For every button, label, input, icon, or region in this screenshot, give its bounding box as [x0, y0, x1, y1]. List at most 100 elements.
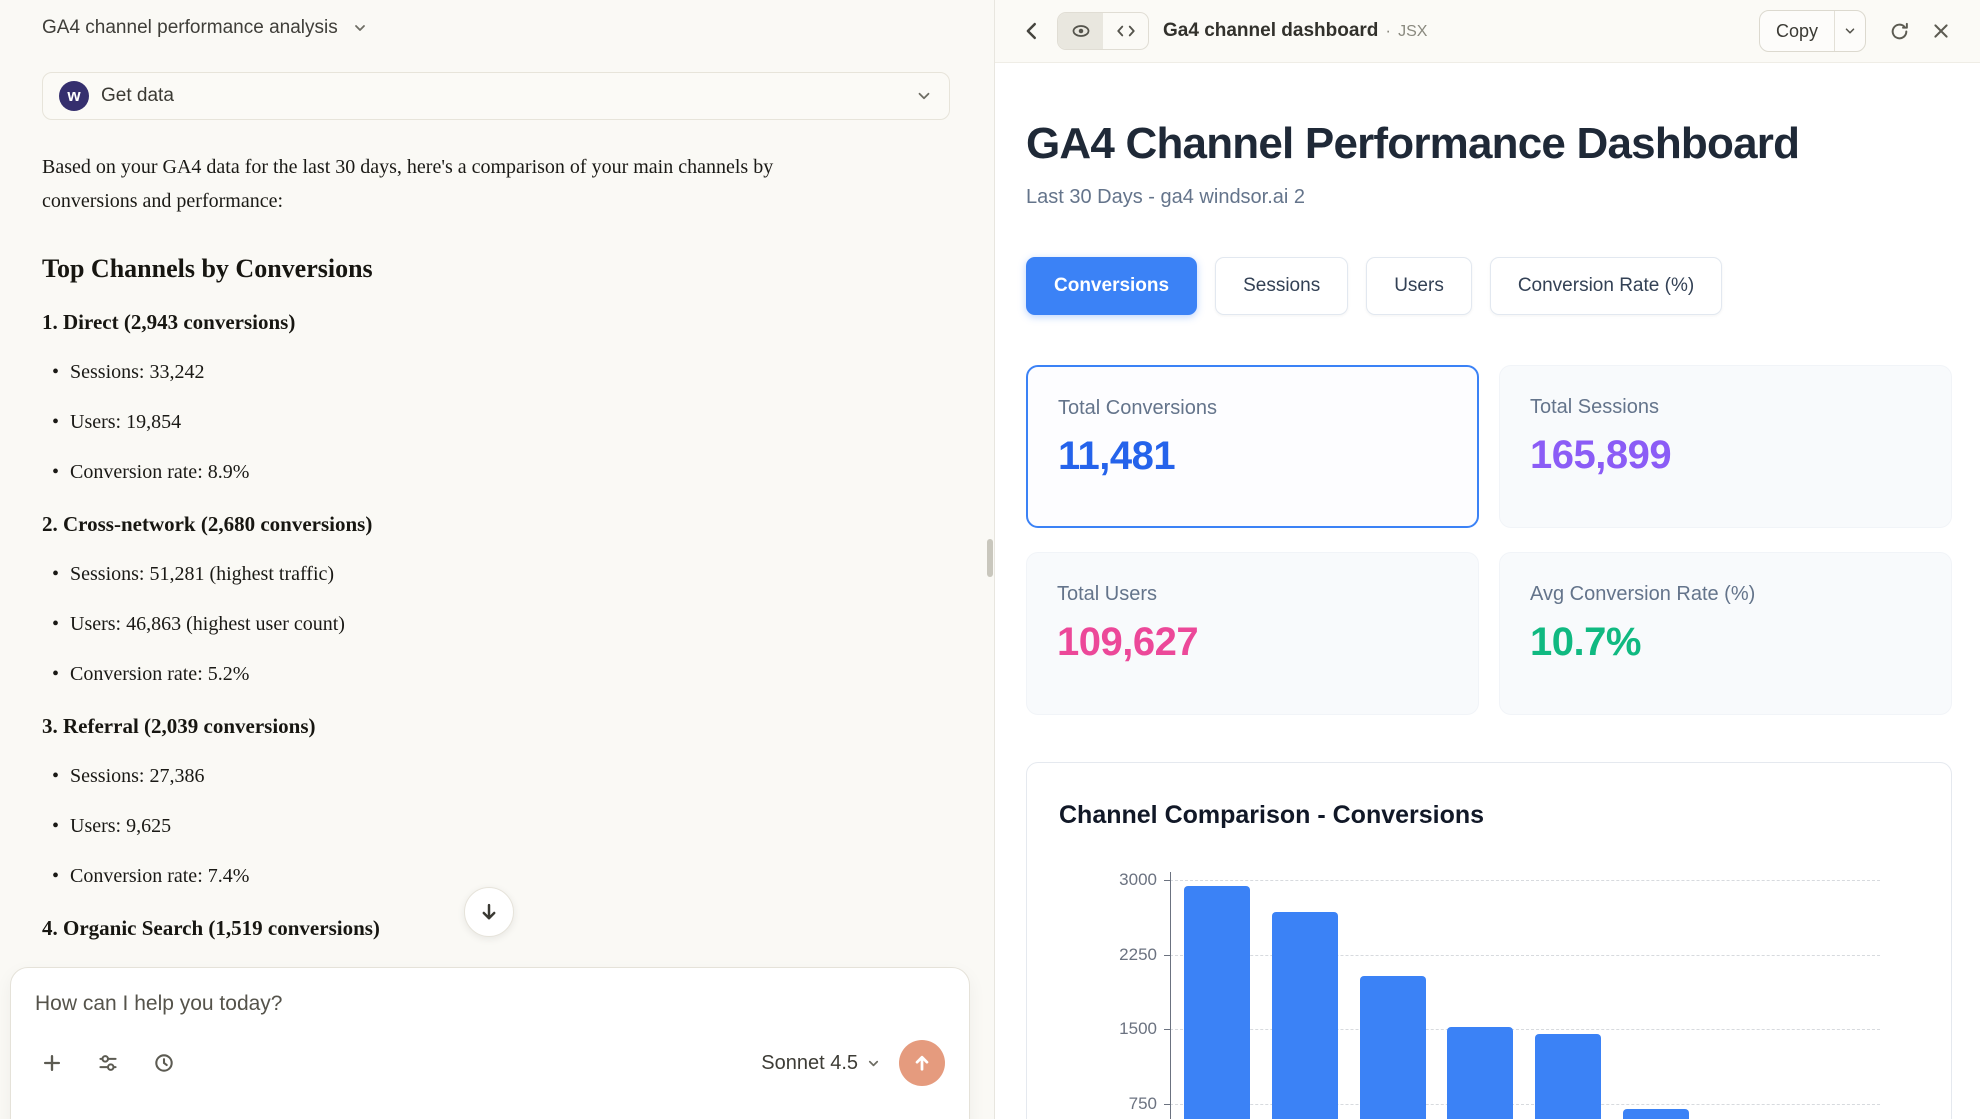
metric-cards: Total Conversions 11,481 Total Sessions 165… — [1026, 365, 1952, 716]
channel-stat: Conversion rate: 7.4% — [42, 862, 952, 890]
eye-icon — [1071, 21, 1091, 41]
channel-stat: Sessions: 33,242 — [42, 358, 952, 386]
artifact-preview: GA4 Channel Performance Dashboard Last 3… — [995, 63, 1980, 1119]
metric-tab-users[interactable]: Users — [1366, 257, 1472, 316]
y-axis-tick — [1164, 954, 1170, 956]
channel-stats: Sessions: 27,386 Users: 9,625 Conversion r… — [42, 762, 952, 890]
chevron-down-icon — [1843, 24, 1857, 38]
y-axis-tick-label: 2250 — [1119, 944, 1157, 964]
copy-dropdown-button[interactable] — [1835, 11, 1865, 51]
chart-bar[interactable] — [1535, 1034, 1602, 1119]
y-axis-line — [1170, 872, 1171, 1119]
chart-bar[interactable] — [1271, 912, 1338, 1119]
metric-card[interactable]: Total Conversions 11,481 — [1026, 365, 1479, 529]
metric-card-label: Total Sessions — [1530, 396, 1659, 419]
send-button[interactable] — [899, 1040, 945, 1086]
chart-area: 750 1500 2250 3000 — [1059, 854, 1919, 1119]
channel-stat: Sessions: 27,386 — [42, 762, 952, 790]
channel-heading: 4. Organic Search (1,519 conversions) — [42, 916, 380, 940]
divider — [1834, 11, 1835, 51]
channel-heading: 2. Cross-network (2,680 conversions) — [42, 512, 373, 536]
get-data-tool-block[interactable]: w Get data — [42, 72, 950, 120]
metric-card[interactable]: Total Users 109,627 — [1026, 552, 1479, 716]
artifact-type-badge: JSX — [1398, 23, 1428, 40]
y-axis-tick-label: 3000 — [1119, 870, 1157, 890]
arrow-up-icon — [911, 1052, 933, 1074]
history-button[interactable] — [147, 1046, 181, 1080]
chart-gridline — [1170, 880, 1880, 882]
metric-card-value: 11,481 — [1058, 434, 1176, 479]
channel-stat: Conversion rate: 5.2% — [42, 660, 952, 688]
dashboard-title: GA4 Channel Performance Dashboard — [1026, 119, 1800, 168]
chart-bar[interactable] — [1184, 885, 1250, 1119]
metric-card[interactable]: Total Sessions 165,899 — [1499, 365, 1952, 529]
tools-button[interactable] — [91, 1046, 125, 1080]
chevron-down-icon — [866, 1056, 881, 1071]
composer-input[interactable] — [35, 992, 945, 1016]
chart-bar[interactable] — [1359, 975, 1426, 1119]
y-axis-tick — [1164, 880, 1170, 882]
channel-heading: 1. Direct (2,943 conversions) — [42, 310, 296, 334]
metric-card-label: Total Conversions — [1058, 397, 1217, 420]
copy-split-button: Copy — [1758, 10, 1866, 52]
metric-tab-sessions[interactable]: Sessions — [1215, 257, 1349, 316]
metric-card[interactable]: Avg Conversion Rate (%) 10.7% — [1499, 552, 1952, 716]
conversation-title-menu[interactable]: GA4 channel performance analysis — [42, 17, 368, 39]
chart-bar[interactable] — [1623, 1108, 1689, 1119]
dashboard: GA4 Channel Performance Dashboard Last 3… — [1026, 119, 1952, 1119]
y-axis-tick — [1164, 1103, 1170, 1105]
chat-panel: GA4 channel performance analysis w Get d… — [0, 0, 994, 1119]
refresh-button[interactable] — [1882, 14, 1916, 48]
metric-card-value: 109,627 — [1057, 620, 1199, 665]
metric-card-label: Total Users — [1057, 583, 1158, 606]
y-axis-tick-label: 750 — [1128, 1093, 1157, 1113]
preview-toggle-button[interactable] — [1058, 13, 1103, 49]
composer: Sonnet 4.5 — [10, 967, 970, 1119]
attach-button[interactable] — [35, 1046, 69, 1080]
get-data-label: Get data — [101, 85, 174, 106]
channel-stats: Sessions: 51,281 (highest traffic) Users:… — [42, 560, 952, 688]
chart-title: Channel Comparison - Conversions — [1059, 801, 1485, 830]
metric-tab-conversions[interactable]: Conversions — [1026, 257, 1198, 316]
scroll-to-bottom-button[interactable] — [464, 887, 514, 937]
back-button[interactable] — [1017, 16, 1047, 46]
y-axis-tick — [1164, 1029, 1170, 1031]
chat-header: GA4 channel performance analysis — [0, 0, 994, 56]
channel-stat: Users: 19,854 — [42, 408, 952, 436]
model-selector[interactable]: Sonnet 4.5 — [761, 1052, 881, 1075]
code-toggle-button[interactable] — [1103, 13, 1148, 49]
close-button[interactable] — [1924, 14, 1958, 48]
chat-messages: w Get data Based on your GA4 data for th… — [42, 56, 952, 992]
chevron-left-icon — [1021, 20, 1043, 42]
channel-heading: 3. Referral (2,039 conversions) — [42, 714, 316, 738]
chart-gridline — [1170, 1103, 1880, 1105]
metric-card-label: Avg Conversion Rate (%) — [1530, 583, 1756, 606]
section-heading: Top Channels by Conversions — [42, 254, 373, 283]
channel-stats: Sessions: 33,242 Users: 19,854 Conversion … — [42, 358, 952, 486]
chart-bar[interactable] — [1447, 1027, 1514, 1119]
channel-list: 1. Direct (2,943 conversions) Sessions: 3… — [42, 308, 952, 992]
metric-tabs: Conversions Sessions Users Conversion Rate … — [1026, 257, 1952, 316]
artifact-header: Ga4 channel dashboard · JSX Copy — [995, 0, 1980, 63]
channel-stat: Users: 46,863 (highest user count) — [42, 610, 952, 638]
y-axis-tick-label: 1500 — [1119, 1019, 1157, 1039]
refresh-icon — [1889, 21, 1910, 42]
chart-card: Channel Comparison - Conversions 750 1500… — [1026, 762, 1952, 1119]
chart-gridline — [1170, 954, 1880, 956]
artifact-type-separator: · — [1385, 21, 1392, 40]
panel-resize-handle[interactable] — [987, 539, 993, 577]
channel-stat: Sessions: 51,281 (highest traffic) — [42, 560, 952, 588]
conversation-title: GA4 channel performance analysis — [42, 17, 338, 38]
chevron-down-icon — [915, 87, 933, 105]
clock-icon — [153, 1052, 175, 1074]
artifact-title-group: Ga4 channel dashboard · JSX — [1163, 20, 1427, 42]
windsor-logo-icon: w — [59, 81, 89, 111]
close-icon — [1931, 21, 1951, 41]
model-name: Sonnet 4.5 — [761, 1051, 858, 1074]
plus-icon — [41, 1052, 63, 1074]
channel-stat: Conversion rate: 8.9% — [42, 458, 952, 486]
metric-tab-conversion-rate[interactable]: Conversion Rate (%) — [1489, 257, 1723, 316]
dashboard-subtitle: Last 30 Days - ga4 windsor.ai 2 — [1026, 186, 1306, 209]
copy-button[interactable]: Copy — [1760, 11, 1834, 51]
chart-gridline — [1170, 1029, 1880, 1031]
